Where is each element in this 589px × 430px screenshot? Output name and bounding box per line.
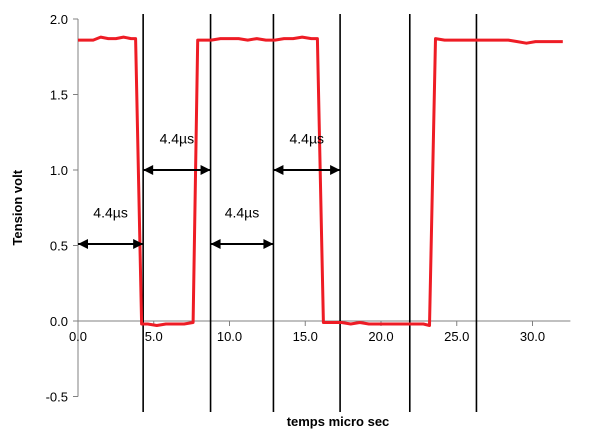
x-tick-label: 15.0 — [293, 329, 318, 344]
annotation-arrowhead-right — [200, 165, 211, 175]
x-axis-title: temps micro sec — [287, 414, 390, 429]
y-tick-label: 0.0 — [50, 314, 68, 329]
x-tick-label: 20.0 — [368, 329, 393, 344]
y-tick-label: 1.5 — [50, 88, 68, 103]
y-ticks: 2.0 1.5 1.0 0.5 0.0 -0.5 — [46, 12, 78, 405]
vertical-markers — [142, 14, 478, 412]
series-line — [78, 35, 563, 327]
annotation-label: 4.4µs — [289, 130, 324, 146]
annotation-arrowhead-right — [133, 238, 144, 249]
y-axis-title: Tension volt — [10, 169, 25, 245]
y-tick-label: 1.0 — [50, 163, 68, 178]
annotation-arrowhead-right — [263, 238, 274, 249]
annotation-arrowhead-left — [210, 238, 221, 249]
y-tick-label: -0.5 — [46, 390, 68, 405]
annotations: 4.4µs 4.4µs 4.4µs 4.4µs — [78, 130, 341, 249]
annotation-label: 4.4µs — [160, 130, 195, 146]
annotation-arrowhead-left — [143, 165, 154, 175]
annotation-arrowhead-right — [330, 165, 341, 175]
x-tick-label: 5.0 — [145, 329, 163, 344]
y-tick-label: 2.0 — [50, 12, 68, 27]
x-tick-label: 25.0 — [444, 329, 469, 344]
x-tick-label: 10.0 — [217, 329, 242, 344]
x-ticks: 0.0 5.0 10.0 15.0 20.0 25.0 30.0 — [69, 321, 545, 344]
annotation-arrowhead-left — [273, 165, 284, 175]
x-tick-label: 30.0 — [520, 329, 545, 344]
series-layer — [78, 35, 563, 327]
y-tick-label: 0.5 — [50, 239, 68, 254]
annotation-arrowhead-left — [78, 238, 88, 249]
x-tick-label: 0.0 — [69, 329, 87, 344]
annotation-label: 4.4µs — [93, 204, 128, 220]
annotation-label: 4.4µs — [225, 204, 260, 220]
